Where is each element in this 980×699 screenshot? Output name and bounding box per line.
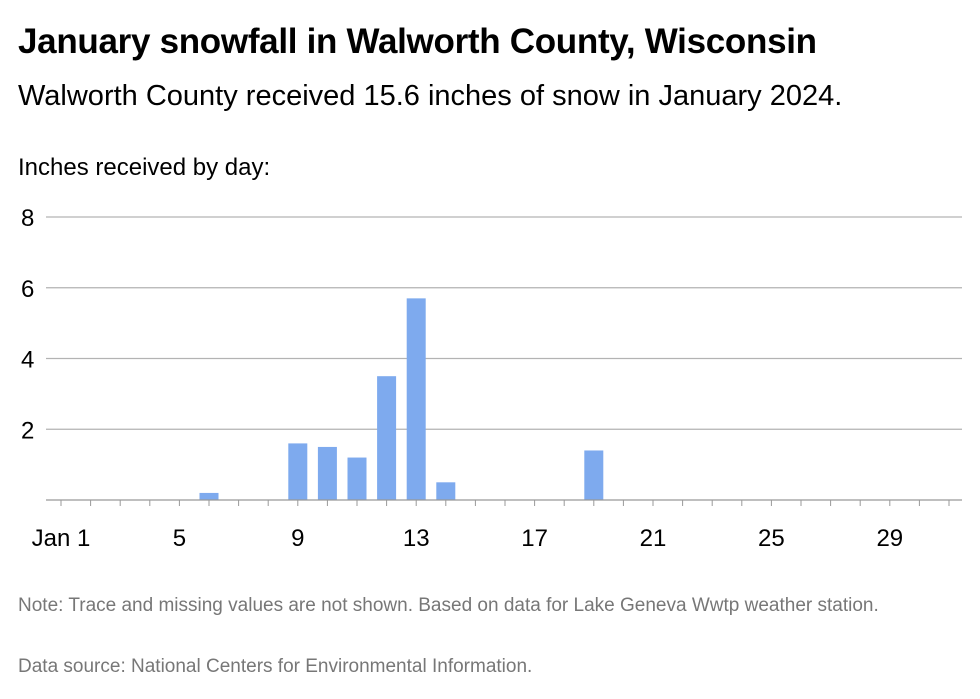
data-source: Data source: National Centers for Enviro… — [18, 656, 533, 677]
x-axis: Jan 1 5 9 13 17 21 25 29 — [32, 499, 962, 552]
y-axis-label: Inches received by day: — [18, 154, 271, 181]
bar-jan-12 — [377, 376, 397, 500]
chart-title: January snowfall in Walworth County, Wis… — [18, 22, 817, 61]
bar-jan-9 — [288, 443, 308, 500]
bar-jan-11 — [347, 457, 367, 500]
bar-jan-19 — [584, 450, 604, 500]
gridlines: 2 4 6 8 — [21, 205, 962, 444]
y-tick-label: 2 — [21, 417, 34, 444]
chart-note: Note: Trace and missing values are not s… — [18, 595, 879, 616]
x-tick-label: 17 — [521, 525, 548, 552]
x-tick-label: 9 — [291, 525, 304, 552]
bar-jan-13 — [406, 298, 426, 500]
y-tick-label: 4 — [21, 347, 34, 374]
y-tick-label: 8 — [21, 205, 34, 232]
x-tick-label: 5 — [173, 525, 186, 552]
chart-subtitle: Walworth County received 15.6 inches of … — [18, 80, 843, 112]
bars — [199, 298, 604, 500]
bar-jan-14 — [436, 482, 456, 500]
x-tick-label: 21 — [640, 525, 667, 552]
bar-jan-6 — [199, 492, 219, 500]
x-tick-label: 29 — [876, 525, 903, 552]
y-tick-label: 6 — [21, 276, 34, 303]
x-tick-label: 13 — [403, 525, 430, 552]
x-tick-label: Jan 1 — [32, 525, 91, 552]
x-tick-label: 25 — [758, 525, 785, 552]
bar-jan-10 — [317, 446, 337, 500]
